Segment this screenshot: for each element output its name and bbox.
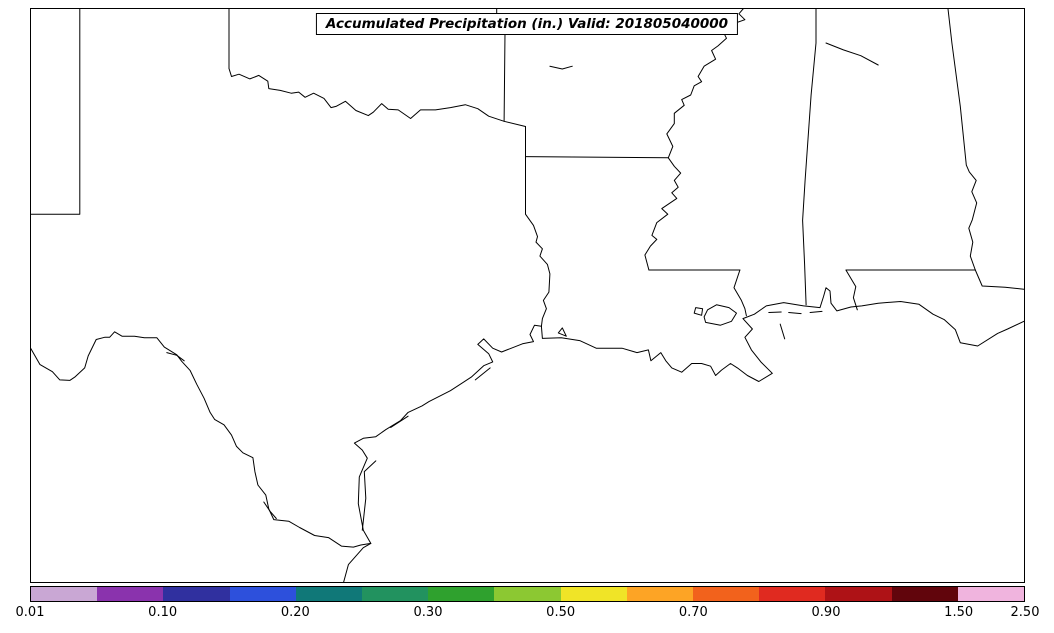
map-plot-area bbox=[30, 8, 1025, 583]
colorbar-tick-label: 0.50 bbox=[546, 605, 576, 620]
colorbar-segment bbox=[163, 587, 230, 601]
colorbar-tick-label: 0.70 bbox=[678, 605, 708, 620]
colorbar-segment bbox=[362, 587, 429, 601]
colorbar-segment bbox=[295, 587, 363, 601]
colorbar bbox=[30, 586, 1025, 602]
colorbar-tick-label: 0.20 bbox=[280, 605, 310, 620]
colorbar-tick-label: 0.10 bbox=[148, 605, 178, 620]
colorbar-segment bbox=[693, 587, 760, 601]
colorbar-segment bbox=[957, 587, 1025, 601]
plot-title: Accumulated Precipitation (in.) Valid: 2… bbox=[315, 13, 739, 35]
colorbar-segment bbox=[626, 587, 694, 601]
colorbar-segment bbox=[428, 587, 495, 601]
colorbar-tick-label: 0.01 bbox=[15, 605, 45, 620]
colorbar-segment bbox=[759, 587, 826, 601]
colorbar-tick-label: 0.90 bbox=[811, 605, 841, 620]
colorbar-segment bbox=[31, 587, 98, 601]
colorbar-tick-label: 1.50 bbox=[944, 605, 974, 620]
colorbar-segment bbox=[494, 587, 561, 601]
colorbar-segment bbox=[229, 587, 296, 601]
colorbar-tick-label: 0.30 bbox=[413, 605, 443, 620]
colorbar-tick-label: 2.50 bbox=[1010, 605, 1040, 620]
colorbar-segment bbox=[825, 587, 892, 601]
colorbar-segment bbox=[891, 587, 958, 601]
colorbar-segment bbox=[560, 587, 627, 601]
colorbar-segment bbox=[97, 587, 164, 601]
